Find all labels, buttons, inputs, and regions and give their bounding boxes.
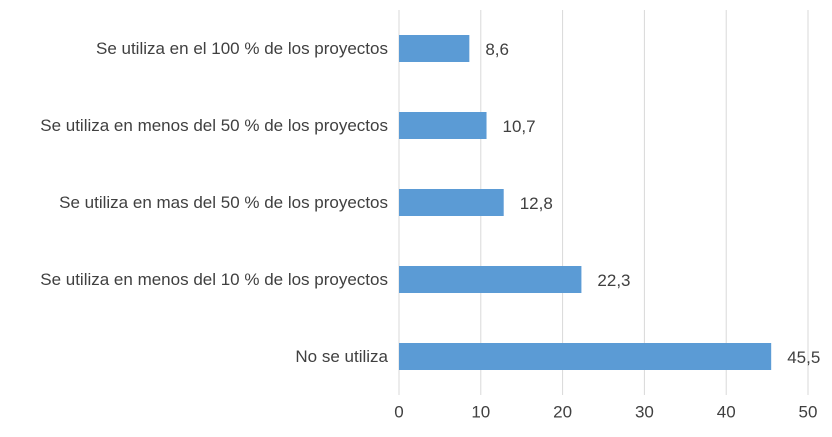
bar [399, 266, 582, 293]
x-tick-label: 50 [799, 402, 818, 421]
x-tick-label: 30 [635, 402, 654, 421]
data-label: 22,3 [597, 271, 630, 290]
data-label: 8,6 [485, 40, 509, 59]
y-tick-label: No se utiliza [295, 346, 388, 366]
data-label: 12,8 [520, 194, 553, 213]
bar [399, 35, 470, 62]
x-tick-label: 10 [471, 402, 490, 421]
bar [399, 112, 487, 139]
bar [399, 343, 772, 370]
x-tick-label: 40 [717, 402, 736, 421]
y-tick-label: Se utiliza en el 100 % de los proyectos [95, 38, 388, 58]
data-label: 45,5 [787, 348, 820, 367]
data-label: 10,7 [503, 117, 536, 136]
bar [399, 189, 504, 216]
y-tick-label: Se utiliza en menos del 50 % de los proy… [40, 115, 388, 135]
y-tick-label: Se utiliza en mas del 50 % de los proyec… [59, 192, 388, 212]
x-tick-label: 0 [394, 402, 403, 421]
y-tick-label: Se utiliza en menos del 10 % de los proy… [40, 269, 388, 289]
x-tick-label: 20 [553, 402, 572, 421]
